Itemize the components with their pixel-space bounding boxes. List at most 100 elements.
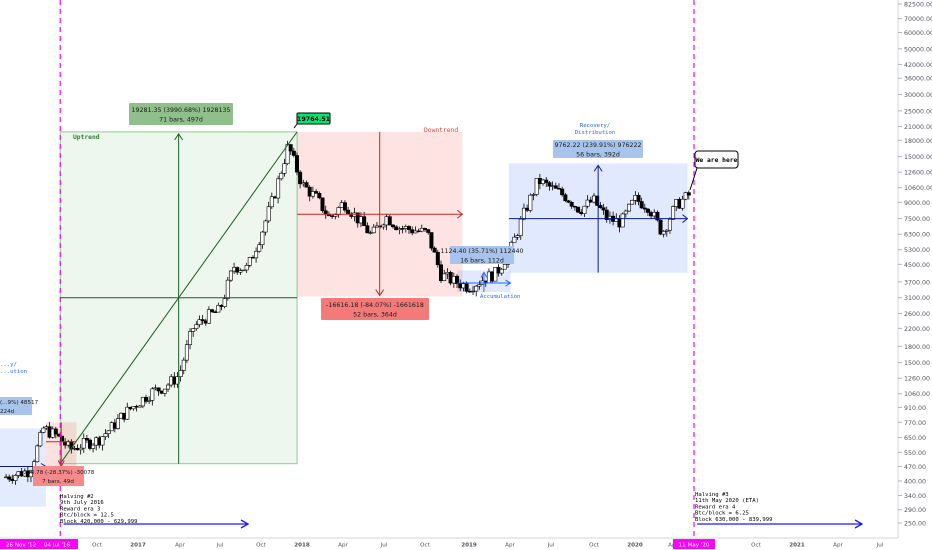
y-tick-label: 1800.00 [904,344,930,351]
y-tick-label: 21000.00 [904,124,932,131]
x-tick-label: Oct [256,543,266,549]
candle-body [627,203,632,212]
y-tick-label: 1260.00 [904,376,930,383]
y-tick-label: 82500.00 [904,2,932,9]
candle-body [288,144,293,152]
y-tick-label: 7500.00 [904,216,930,223]
candle-body [339,202,344,208]
candle-body [194,324,199,329]
candle-body [515,235,520,238]
candle-body [387,216,392,226]
candle-body [87,439,92,449]
y-tick-label: 42000.00 [904,62,932,69]
candle-body [534,178,539,195]
candle-body [601,207,606,211]
left-blue-stats-text: (...9%) 48517 [0,400,39,406]
candle-body [477,284,482,287]
candle-body [368,232,373,234]
x-tick-label: 11 May '20 [679,543,710,549]
candle-body [260,231,265,246]
candle-body [222,298,227,307]
candle-body [413,230,418,234]
candle-body [35,445,40,463]
candle-body [137,405,142,408]
candle-body [439,264,444,281]
candle-body [658,219,663,235]
recovery-stats-text: 56 bars, 392d [576,152,620,159]
y-tick-label: 10600.00 [904,185,932,192]
candle-body [106,430,111,435]
y-tick-label: 4500.00 [904,262,930,269]
candle-body [125,406,130,420]
candle-body [499,268,504,274]
halving-3-note: Halving #3 [695,492,729,498]
uptrend-stats-box [129,103,233,125]
accum-arrow [480,271,488,278]
candle-body [547,182,552,187]
y-tick-label: 12600.00 [904,170,932,177]
candle-body [84,438,89,441]
candle-body [162,388,167,394]
candle-body [301,182,306,185]
candle-body [403,226,408,229]
candle-body [416,230,421,233]
y-tick-label: 9000.00 [904,200,930,207]
we-are-here-pointer [689,167,698,191]
y-tick-label: 15000.00 [904,154,932,161]
recovery-label: Recovery/ [580,123,610,129]
candle-body [228,270,233,281]
candle-body [429,232,434,249]
candle-body [358,216,363,224]
left-red-stats-box [33,466,84,486]
x-tick-label: Jul [876,543,884,549]
y-tick-label: 3700.00 [904,279,930,286]
y-tick-label: 250.00 [904,521,926,528]
candle-body [181,359,186,371]
y-tick-label: 470.00 [904,464,926,471]
candle-body [623,210,628,215]
candle-body [667,218,672,231]
y-tick-label: 30000.00 [904,92,932,99]
x-tick-label: Oct [92,543,102,549]
candle-body [576,206,581,213]
x-tick-highlight [673,539,715,549]
candle-body [569,202,574,207]
candle-body [28,471,33,478]
candle-body [585,199,590,207]
candle-body [365,225,370,234]
y-tick-label: 70000.00 [904,16,932,23]
candle-body [131,406,136,410]
downtrend-stats-text: -16616.18 (-84.07%) -1661618 [326,302,424,309]
candle-body [210,309,215,313]
candle-body [451,275,456,284]
y-tick-label: 60000.00 [904,30,932,37]
candle-body [166,384,171,390]
candle-body [406,226,411,230]
recovery-stats-text: 9762.22 (239.91%) 976222 [554,142,641,149]
candle-body [639,201,644,209]
uptrend-stats-text: 19281.35 (3990.68%) 1928135 [131,107,230,114]
candle-body [81,438,86,449]
candle-body [263,220,268,233]
y-tick-label: 18000.00 [904,138,932,145]
left-blue-stats-text: 224d [0,409,15,415]
x-tick-label: 2019 [461,543,477,549]
candle-body [197,319,202,325]
candle-body [266,206,271,222]
candle-body [330,215,335,217]
candle-body [371,226,376,234]
candle-body [595,195,600,206]
candle-body [502,264,507,270]
candle-body [298,171,303,185]
y-tick-label: 3100.00 [904,295,930,302]
candle-body [448,272,453,284]
candle-body [518,218,523,236]
candle-body [512,236,517,243]
y-tick-label: 650.00 [904,435,926,442]
candle-body [464,283,469,292]
left-recovery-label: ...y/ [0,362,17,368]
accum-h-arrow [505,279,512,287]
candle-body [244,265,249,271]
accum-stats-text: 1124.40 (35.71%) 112440 [440,248,523,255]
